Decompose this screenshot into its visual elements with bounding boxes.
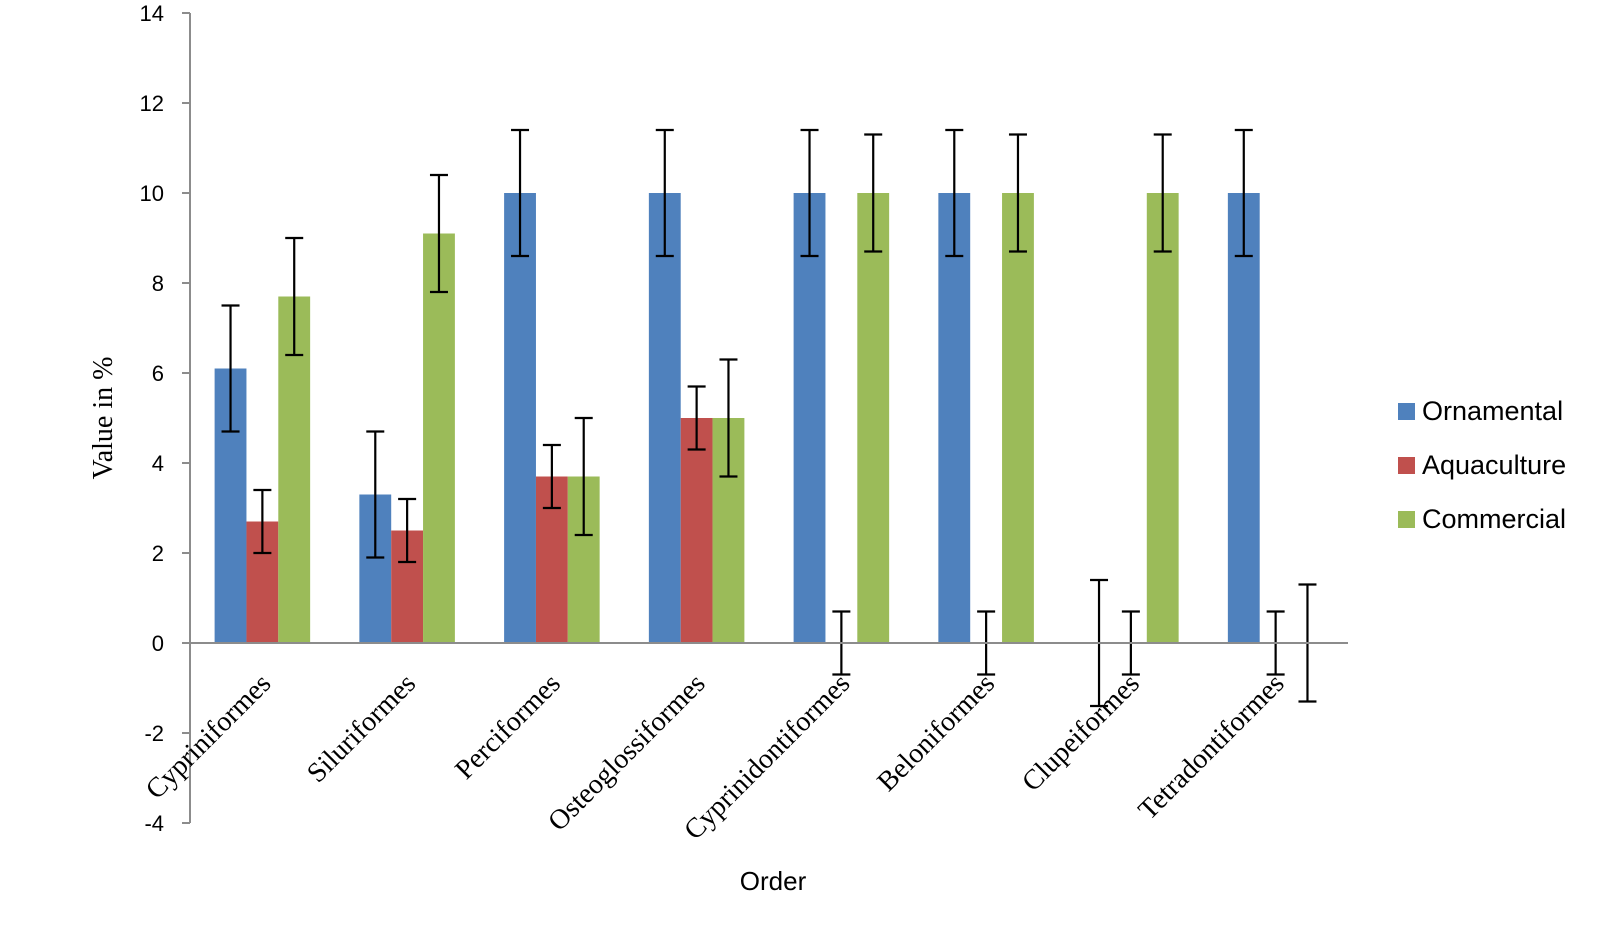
y-tick-label: 10 bbox=[140, 181, 164, 206]
bar-commercial-clupeiformes bbox=[1146, 193, 1179, 643]
bar-ornamental-tetradontiformes bbox=[1227, 193, 1260, 643]
y-tick-label: 4 bbox=[152, 451, 164, 476]
y-axis-title: Value in % bbox=[88, 357, 119, 480]
category-labels: Cypriniformes Siluriformes PerciformesOste… bbox=[140, 668, 1291, 846]
y-tick-label: 8 bbox=[152, 271, 164, 296]
legend-swatch bbox=[1398, 403, 1415, 420]
bar-ornamental-cyprinidontiformes bbox=[793, 193, 826, 643]
bar-ornamental-perciformes bbox=[504, 193, 536, 643]
legend-entry: Commercial bbox=[1422, 504, 1566, 534]
legend-entry: Ornamental bbox=[1422, 396, 1563, 426]
bar-commercial-cyprinidontiformes bbox=[857, 193, 890, 643]
y-tick-label: 12 bbox=[140, 91, 164, 116]
y-tick-label: -2 bbox=[144, 721, 164, 746]
y-tick-label: 0 bbox=[152, 631, 164, 656]
bar-aquaculture-osteoglossiformes bbox=[680, 418, 713, 643]
bar-ornamental-beloniformes bbox=[938, 193, 971, 643]
category-label: Siluriformes bbox=[301, 668, 422, 789]
legend: Ornamental Aquaculture Commercial bbox=[1398, 396, 1566, 534]
y-tick-label: 14 bbox=[140, 1, 164, 26]
category-label: Clupeiformes bbox=[1016, 668, 1146, 798]
bar-commercial-siluriformes bbox=[423, 233, 455, 643]
category-label: Tetradontiformes bbox=[1133, 668, 1291, 826]
bar-commercial-beloniformes bbox=[1002, 193, 1034, 643]
y-tick-label: 2 bbox=[152, 541, 164, 566]
bar-ornamental-osteoglossiformes bbox=[648, 193, 681, 643]
legend-entry: Aquaculture bbox=[1422, 450, 1566, 480]
y-axis: -4 -2 0 2 4 6 8 10 12 14 bbox=[140, 1, 191, 836]
y-tick-label: 6 bbox=[152, 361, 164, 386]
legend-swatch bbox=[1398, 457, 1415, 474]
category-label: Osteoglossiformes bbox=[542, 668, 711, 837]
category-label: Perciformes bbox=[449, 668, 567, 786]
bars bbox=[214, 193, 1260, 643]
y-tick-label: -4 bbox=[144, 811, 164, 836]
category-label: Beloniformes bbox=[871, 668, 1001, 798]
legend-swatch bbox=[1398, 511, 1415, 528]
x-axis-title: Order bbox=[740, 866, 807, 896]
